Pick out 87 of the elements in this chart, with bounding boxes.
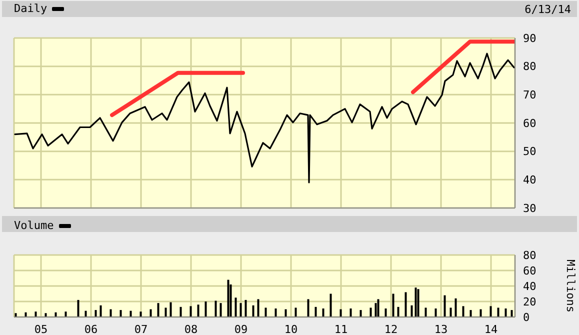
bar xyxy=(140,312,142,317)
bar xyxy=(410,305,413,317)
x-tick-label: 06 xyxy=(84,322,98,335)
bar xyxy=(220,303,222,317)
y-tick-label: 90 xyxy=(523,32,536,45)
bar xyxy=(150,309,152,317)
bar xyxy=(34,312,37,317)
bar xyxy=(307,299,310,317)
y-tick-label: 0 xyxy=(523,310,530,324)
bar xyxy=(120,310,122,317)
bar xyxy=(294,308,297,317)
bar xyxy=(330,294,332,317)
x-tick-label: 10 xyxy=(284,322,298,335)
bar xyxy=(257,299,260,317)
x-tick-label: 08 xyxy=(184,322,198,335)
text: 6/13/14 xyxy=(524,3,571,16)
bar xyxy=(322,308,324,317)
bar xyxy=(252,305,254,317)
bar xyxy=(374,303,377,317)
bar xyxy=(284,309,287,317)
bar xyxy=(197,304,200,317)
bar xyxy=(157,303,160,317)
bar xyxy=(204,302,207,317)
y-tick-label: 40 xyxy=(523,174,536,187)
y-tick-label: 80 xyxy=(523,60,536,74)
x-tick-label: 09 xyxy=(234,322,248,335)
bar xyxy=(490,306,492,317)
bar xyxy=(100,305,102,317)
bar xyxy=(230,284,232,317)
y-axis-title: Millions xyxy=(564,260,577,312)
bar xyxy=(350,308,352,317)
legend-label: Volume xyxy=(14,219,55,232)
y-tick-label: 30 xyxy=(523,202,536,215)
y-tick-label: 40 xyxy=(523,280,536,293)
bar xyxy=(264,308,267,317)
bar xyxy=(404,292,407,317)
bar xyxy=(14,313,17,317)
y-tick-label: 60 xyxy=(523,264,536,278)
bar xyxy=(190,306,192,317)
bar xyxy=(227,280,230,317)
bar xyxy=(170,302,172,317)
bar xyxy=(234,298,237,317)
bar xyxy=(240,303,242,317)
bar xyxy=(44,313,47,317)
bar xyxy=(417,289,420,317)
bar xyxy=(274,308,277,317)
legend-label: Daily xyxy=(14,2,48,15)
bar xyxy=(414,288,417,317)
bar xyxy=(110,309,112,317)
bar xyxy=(397,306,400,317)
bar xyxy=(454,298,457,317)
bar xyxy=(392,294,394,317)
bar xyxy=(314,306,317,317)
bar xyxy=(377,299,380,317)
bar xyxy=(164,308,167,317)
bar xyxy=(340,309,342,317)
bar xyxy=(504,308,507,317)
bar xyxy=(360,310,362,317)
bar xyxy=(444,295,446,317)
x-tick-label: 14 xyxy=(484,322,498,335)
bar xyxy=(462,306,464,317)
bar xyxy=(94,310,97,317)
bar xyxy=(214,300,217,317)
bar xyxy=(450,308,452,317)
x-tick-label: 07 xyxy=(134,322,148,335)
bar xyxy=(510,310,513,317)
y-tick-label: 50 xyxy=(523,145,536,158)
bar xyxy=(470,310,472,317)
y-tick-label: 80 xyxy=(523,248,536,262)
bar xyxy=(480,309,482,317)
bar xyxy=(384,308,387,317)
x-tick-label: 12 xyxy=(384,322,398,335)
bar xyxy=(180,306,182,317)
y-tick-label: 60 xyxy=(523,116,536,130)
bar xyxy=(244,300,247,317)
x-tick-label: 11 xyxy=(334,322,348,335)
bar xyxy=(434,308,437,317)
line-series xyxy=(14,52,515,184)
bar xyxy=(64,312,67,317)
bar xyxy=(77,300,80,317)
bar xyxy=(497,308,500,317)
y-tick-label: 70 xyxy=(523,88,536,102)
y-tick-label: 20 xyxy=(523,295,536,308)
x-tick-label: 13 xyxy=(434,322,448,335)
bar xyxy=(370,308,372,317)
bar xyxy=(424,308,427,317)
x-tick-label: 05 xyxy=(34,322,48,335)
